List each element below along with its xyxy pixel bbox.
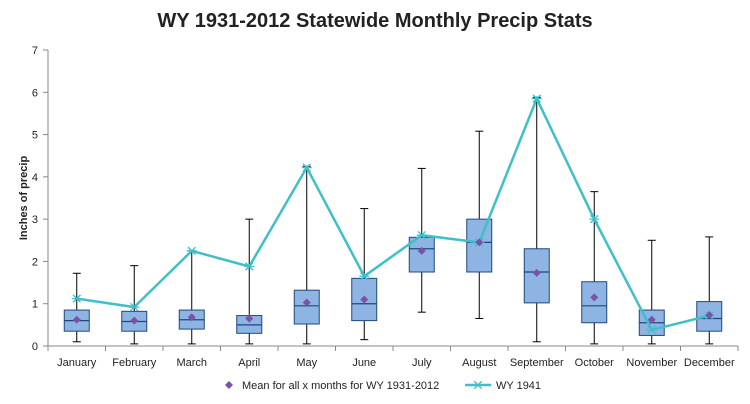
box-may [293,165,320,345]
box-september [523,96,550,343]
y-tick-label: 4 [32,172,38,184]
x-ticks: January February March April May June July Augu… [47,346,739,369]
mean-point [187,313,196,322]
y-tick-label: 6 [32,87,38,99]
box-iqr [293,289,320,325]
legend-wy1941-label: WY 1941 [496,380,541,392]
mean-point [417,246,426,255]
x-tick-label: March [176,357,207,369]
mean-point [705,311,714,320]
chart-title: WY 1931-2012 Statewide Monthly Precip St… [157,10,592,32]
y-tick-label: 1 [32,299,38,311]
y-tick-label: 7 [32,45,38,57]
mean-point [302,298,311,307]
mean-point [647,315,656,324]
legend-mean-marker [225,381,233,389]
wy1941-point [589,214,600,224]
mean-point [532,268,541,277]
box-august [466,130,493,320]
box-january [63,272,90,343]
x-tick-label: October [575,357,614,369]
legend-wy1941-marker [473,380,483,390]
x-tick-label: January [57,357,97,369]
box-december [696,236,723,345]
box-october [581,191,608,345]
box-iqr [581,281,608,324]
wy1941-point [71,294,82,303]
mean-point [130,316,139,325]
wy1941-line [76,95,710,332]
y-tick-label: 3 [32,214,38,226]
mean-point [245,314,254,323]
wy1941-point [646,325,657,335]
mean-series [72,238,714,325]
x-tick-label: February [112,357,157,369]
x-tick-label: December [684,357,735,369]
x-tick-label: November [626,357,677,369]
wy1941-point [244,262,255,271]
legend-mean-label: Mean for all x months for WY 1931-2012 [242,380,439,392]
x-tick-label: May [296,357,317,369]
wy1941-point [531,94,542,103]
wy1941-series [71,94,715,335]
x-tick-label: June [352,357,376,369]
wy1941-point [129,302,140,312]
wy1941-point [416,231,427,240]
box-april [236,218,263,345]
y-axis-label: Inches of precip [18,156,30,241]
y-tick-label: 2 [32,256,38,268]
mean-point [72,315,81,324]
wy1941-point [359,272,370,281]
boxes [63,96,723,345]
wy1941-point [186,246,197,256]
x-tick-label: September [510,357,564,369]
mean-point [475,238,484,247]
legend: Mean for all x months for WY 1931-2012 WY… [225,380,541,392]
y-tick-label: 5 [32,130,38,142]
x-tick-label: April [238,357,260,369]
y-ticks: 0 1 2 3 4 5 6 7 [32,45,48,353]
x-tick-label: July [412,357,432,369]
box-march [178,250,205,345]
mean-point [590,293,599,302]
mean-point [360,295,369,304]
y-tick-label: 0 [32,341,38,353]
x-tick-label: August [462,357,496,369]
wy1941-point [301,163,312,172]
